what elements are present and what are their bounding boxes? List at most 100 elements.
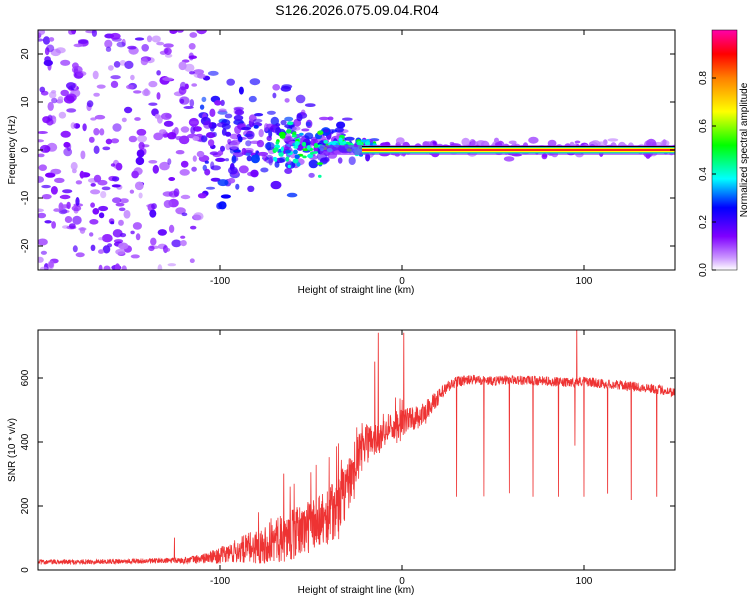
spectral-blob xyxy=(70,122,76,129)
spectral-blob xyxy=(93,174,102,183)
spectral-blob xyxy=(93,128,100,136)
spectral-blob xyxy=(173,127,179,135)
spectral-blob xyxy=(114,263,121,270)
spectral-blob xyxy=(70,162,78,171)
spectral-knot xyxy=(313,142,319,149)
spectral-blob xyxy=(249,78,261,86)
spectral-blob xyxy=(89,232,94,237)
spectral-blob xyxy=(253,125,259,129)
spectral-blob xyxy=(142,89,151,97)
spectral-blob xyxy=(92,208,100,215)
spectral-blob xyxy=(209,108,216,118)
spectral-blob xyxy=(188,43,196,50)
spectral-knot xyxy=(299,132,304,136)
spectral-blob xyxy=(148,80,158,88)
spectral-blob xyxy=(189,121,199,125)
spectral-blob xyxy=(365,153,371,162)
spectral-blob xyxy=(272,92,277,99)
spectral-blob xyxy=(207,139,215,147)
spectral-blob xyxy=(66,108,77,113)
spectral-blob xyxy=(76,71,87,77)
spectral-knot xyxy=(286,129,292,134)
spectral-blob xyxy=(60,89,69,97)
spectral-blob xyxy=(115,248,126,255)
spectral-blob xyxy=(395,137,405,145)
y-tick-label: 0 xyxy=(20,147,31,153)
spectral-blob xyxy=(130,230,135,235)
spectral-blob xyxy=(135,233,141,241)
spectral-blob xyxy=(284,116,294,122)
spectral-blob xyxy=(163,43,174,48)
spectral-knot xyxy=(294,154,300,159)
y-tick-label: 10 xyxy=(20,96,31,108)
spectral-blob xyxy=(229,141,239,150)
spectral-blob xyxy=(284,123,295,129)
colorbar: 0.0 0.2 0.4 0.6 0.8 Normalized spectral ampl… xyxy=(698,29,750,277)
y-tick-label: -20 xyxy=(20,238,31,253)
spectral-blob xyxy=(38,131,48,134)
spectral-knot xyxy=(319,130,323,133)
spectral-blob xyxy=(215,157,226,162)
spectral-blob xyxy=(300,109,306,116)
colorbar-tick-label: 0.4 xyxy=(698,167,709,181)
spectral-blob xyxy=(508,140,517,145)
spectral-blob xyxy=(99,128,105,136)
spectral-blob xyxy=(93,92,100,97)
spectral-blob xyxy=(88,136,95,143)
spectral-blob xyxy=(64,216,73,223)
spectral-blob xyxy=(161,112,172,120)
spectral-blob xyxy=(494,137,499,143)
y-tick-label: 400 xyxy=(20,433,31,450)
spectral-blob xyxy=(38,164,47,171)
spectral-blob xyxy=(192,155,197,162)
spectral-blob xyxy=(75,252,85,258)
spectral-blob xyxy=(60,59,71,66)
spectral-blob xyxy=(323,129,330,133)
spectral-blob xyxy=(164,47,172,55)
spectral-blob xyxy=(148,102,158,106)
spectral-blob xyxy=(101,186,111,191)
spectral-blob xyxy=(63,147,73,157)
spectral-blob xyxy=(227,177,236,184)
spectral-blob xyxy=(191,166,197,172)
spectral-blob xyxy=(141,44,149,52)
spectral-blob xyxy=(72,62,79,69)
spectral-blob xyxy=(210,177,221,182)
spectral-blob xyxy=(86,100,94,108)
spectral-blob xyxy=(62,189,73,194)
spectral-blob xyxy=(163,200,173,208)
spectral-blob xyxy=(89,219,99,225)
spectral-blob xyxy=(54,177,65,183)
spectral-blob xyxy=(121,117,127,123)
spectral-knot xyxy=(291,134,297,138)
spectral-blob xyxy=(291,126,301,131)
spectral-blob xyxy=(247,185,255,192)
spectral-blob xyxy=(159,129,167,135)
spectral-blob xyxy=(164,247,171,252)
spectral-knot xyxy=(273,156,277,161)
spectral-blob xyxy=(207,70,219,76)
spectral-blob xyxy=(110,75,121,80)
spectral-blob xyxy=(220,99,225,106)
spectral-blob xyxy=(189,32,198,38)
spectral-blob xyxy=(336,121,346,129)
spectral-blob xyxy=(58,202,64,211)
spectral-blob xyxy=(197,73,206,79)
spectral-knot xyxy=(318,174,322,178)
spectral-blob xyxy=(301,128,310,132)
spectral-blob xyxy=(39,144,51,153)
spectral-blob xyxy=(203,120,213,129)
spectral-blob xyxy=(116,41,126,48)
spectral-blob xyxy=(210,161,215,170)
spectral-blob xyxy=(189,71,195,75)
spectral-blob xyxy=(190,225,197,230)
spectral-blob xyxy=(118,219,124,226)
spectral-blob xyxy=(150,237,157,246)
spectral-blob xyxy=(136,149,145,158)
spectral-blob xyxy=(57,96,64,102)
spectral-blob xyxy=(71,205,82,212)
spectral-blob xyxy=(175,207,186,215)
spectral-blob xyxy=(138,141,145,150)
spectral-knot xyxy=(280,146,284,152)
